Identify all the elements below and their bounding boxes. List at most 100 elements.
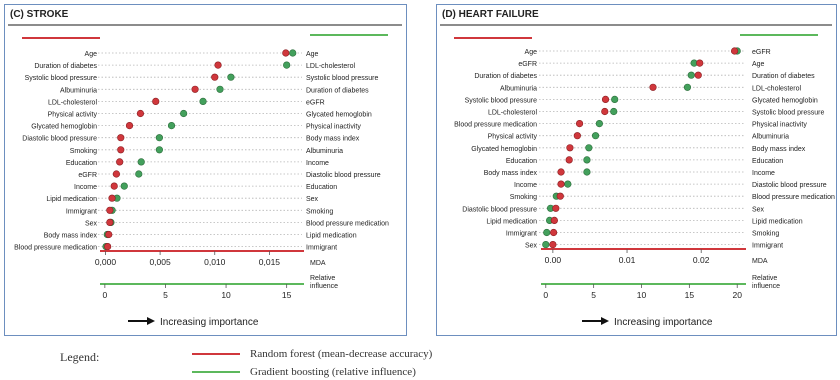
hf-gb-point — [585, 144, 593, 152]
legend-label-gb: Gradient boosting (relative influence) — [250, 366, 416, 378]
stroke-gb-label: Income — [306, 160, 329, 167]
stroke-gb-label: Physical inactivity — [306, 124, 361, 131]
hf-rf-point — [550, 228, 558, 237]
hf-rf-point — [649, 83, 657, 91]
stroke-gb-point — [283, 61, 291, 69]
hf-gb-label: Smoking — [752, 231, 779, 238]
stroke-rf-point — [117, 134, 125, 142]
hf-rf-point — [696, 59, 704, 67]
stroke-gb-point — [137, 158, 145, 166]
stroke-rf-point — [106, 218, 114, 226]
hf-rf-point — [694, 71, 702, 79]
legend: Legend: Random forest (mean-decrease acc… — [60, 344, 560, 380]
stroke-rf-label: Age — [85, 51, 98, 58]
hf-rf-point — [556, 192, 564, 200]
hf-rf-label: Smoking — [510, 194, 537, 201]
hf-gb-label: Body mass index — [752, 146, 806, 153]
stroke-rf-label: LDL-cholesterol — [48, 99, 97, 106]
stroke-rf-tick-label: 0,005 — [149, 257, 171, 267]
stroke-rf-label: eGFR — [78, 172, 97, 179]
legend-row-gb: Gradient boosting (relative influence) — [192, 364, 416, 380]
hf-rf-point — [566, 144, 574, 152]
hf-gb-point — [543, 228, 551, 237]
stroke-gb-label: Duration of diabetes — [306, 87, 369, 94]
stroke-gb-point — [289, 49, 297, 57]
hf-gb-label: Education — [752, 158, 783, 165]
stroke-gb-point — [167, 121, 176, 130]
stroke-rf-point — [105, 230, 113, 239]
stroke-gb-label: Albuminuria — [306, 148, 343, 155]
hf-gb-point — [595, 119, 603, 128]
stroke-rf-point — [112, 170, 120, 178]
stroke-rf-point — [104, 243, 112, 251]
stroke-gb-label: Body mass index — [306, 136, 360, 143]
stroke-rf-tick-label: 0,015 — [259, 257, 281, 267]
hf-rf-label: Systolic blood pressure — [465, 97, 537, 104]
stroke-rf-point — [108, 194, 116, 202]
stroke-gb-label: Education — [306, 184, 337, 191]
stroke-gb-label: Sex — [306, 196, 319, 203]
legend-row-rf: Random forest (mean-decrease accuracy) — [192, 346, 432, 362]
hf-gb-tick-label: 5 — [591, 290, 596, 300]
stroke-gb-label: Diastolic blood pressure — [306, 172, 381, 179]
stroke-rf-label: Systolic blood pressure — [25, 75, 97, 82]
hf-rf-label: Physical activity — [488, 134, 538, 141]
panel-stroke: (C) STROKE Age Duration of diabetes Systoli… — [4, 4, 407, 336]
hf-gb-point — [683, 83, 692, 91]
stroke-rf-tick-label: 0,000 — [95, 257, 117, 267]
hf-gb-tick-label: 20 — [732, 290, 742, 300]
hf-rf-point — [601, 107, 609, 116]
hf-rf-tick-label: 0.01 — [619, 255, 636, 265]
stroke-rf-label: Physical activity — [48, 112, 98, 119]
hf-gb-label: Immigrant — [752, 243, 783, 250]
hf-rf-point — [552, 204, 560, 212]
legend-title: Legend: — [60, 350, 100, 364]
hf-rf-tick-label: 0.00 — [545, 255, 562, 265]
hf-gb-label: Income — [752, 170, 775, 177]
stroke-rf-point — [214, 61, 222, 69]
hf-rf-label: Age — [525, 49, 538, 56]
hf-rf-label: Glycated hemoglobin — [471, 146, 537, 153]
stroke-gb-label: Lipid medication — [306, 233, 357, 240]
stroke-rf-label: Lipid medication — [46, 196, 97, 203]
stroke-gb-point — [155, 146, 163, 154]
hf-rf-label: Blood pressure medication — [454, 122, 537, 129]
figure: (C) STROKE Age Duration of diabetes Systoli… — [4, 4, 837, 336]
stroke-gb-point — [135, 170, 143, 178]
legend-label-rf: Random forest (mean-decrease accuracy) — [250, 348, 433, 360]
stroke-gb-label: Systolic blood pressure — [306, 75, 378, 82]
hf-gb-point — [687, 71, 695, 79]
hf-gb-point — [542, 241, 550, 249]
hf-gb-label: Sex — [752, 206, 765, 213]
stroke-rf-axis-label: MDA — [310, 260, 326, 267]
hf-arrow-head-icon — [601, 317, 609, 325]
stroke-rf-label: Diastolic blood pressure — [22, 136, 97, 143]
hf-gb-label: Albuminuria — [752, 134, 789, 141]
hf-gb-point — [611, 95, 619, 103]
stroke-gb-point — [155, 134, 163, 142]
hf-rf-label: Education — [506, 158, 537, 165]
hf-gb-label: Diastolic blood pressure — [752, 182, 827, 189]
stroke-rf-point — [191, 85, 199, 93]
hf-gb-point — [591, 132, 600, 140]
hf-rf-point — [549, 241, 557, 249]
stroke-rf-point — [125, 121, 134, 130]
stroke-gb-tick-label: 5 — [163, 290, 168, 300]
hf-rf-label: Lipid medication — [486, 218, 537, 225]
stroke-gb-point — [216, 85, 224, 93]
hf-rf-point — [565, 156, 573, 164]
hf-arrow-label: Increasing importance — [614, 317, 713, 328]
stroke-rf-label: Body mass index — [44, 233, 98, 240]
stroke-arrow-head-icon — [147, 317, 155, 325]
stroke-gb-point — [120, 182, 128, 190]
hf-gb-point — [583, 156, 591, 164]
hf-gb-label: Glycated hemoglobin — [752, 97, 818, 104]
stroke-rf-tick-label: 0,010 — [204, 257, 226, 267]
hf-gb-tick-label: 0 — [543, 290, 548, 300]
stroke-rf-label: Sex — [85, 220, 98, 227]
stroke-gb-label: eGFR — [306, 99, 325, 106]
hf-rf-label: LDL-cholesterol — [488, 110, 537, 117]
stroke-gb-label: Immigrant — [306, 245, 337, 252]
hf-gb-axis-label: Relative influence — [752, 275, 780, 290]
hf-gb-label: Blood pressure medication — [752, 194, 835, 201]
